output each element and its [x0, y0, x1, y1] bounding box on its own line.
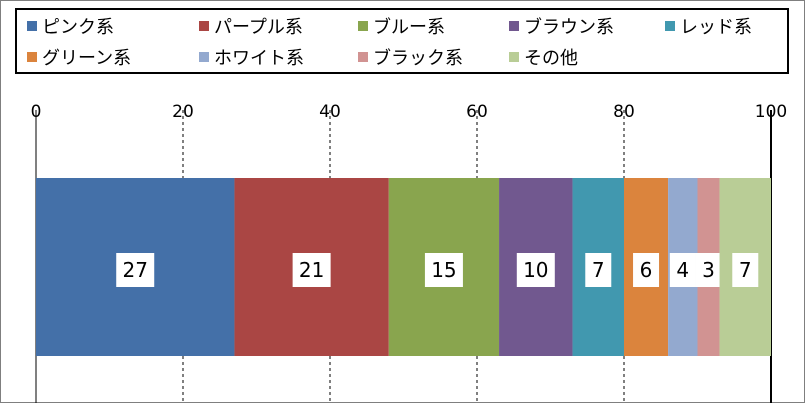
- legend-item-1: ピンク系: [27, 14, 114, 38]
- data-label-9: 7: [739, 258, 752, 282]
- legend-item-3: ブルー系: [358, 14, 445, 38]
- legend-swatch: [27, 21, 37, 31]
- data-label-1: 27: [122, 258, 147, 282]
- legend-item-2: パープル系: [199, 14, 303, 38]
- legend-item-5: レッド系: [665, 14, 752, 38]
- data-label-5: 7: [592, 258, 605, 282]
- legend-swatch: [509, 52, 519, 62]
- legend-swatch: [665, 21, 675, 31]
- legend-label: ホワイト系: [214, 48, 304, 69]
- x-tick-label-20: 20: [172, 102, 194, 122]
- data-label-box-3: [424, 253, 463, 287]
- data-label-7: 4: [676, 258, 689, 282]
- data-label-box-9: [732, 253, 759, 287]
- data-label-box-6: [633, 253, 660, 287]
- data-label-4: 10: [523, 258, 548, 282]
- legend: ピンク系 パープル系 ブルー系 ブラウン系 レッド系グリーン系 ホワイト系 ブラック系 その他: [15, 8, 789, 74]
- data-label-2: 21: [299, 258, 324, 282]
- legend-label: レッド系: [680, 17, 752, 38]
- legend-item-4: ブラウン系: [509, 14, 614, 38]
- data-label-3: 15: [431, 258, 456, 282]
- x-tick-label-40: 40: [319, 102, 341, 122]
- legend-swatch: [358, 52, 368, 62]
- data-label-8: 3: [702, 258, 715, 282]
- legend-swatch: [509, 21, 519, 31]
- x-tick-label-80: 80: [613, 102, 635, 122]
- x-tick-label-60: 60: [466, 102, 488, 122]
- legend-label: ピンク系: [42, 17, 114, 38]
- data-label-box-8: [695, 253, 722, 287]
- data-label-box-5: [585, 253, 612, 287]
- legend-item-6: グリーン系: [27, 45, 131, 69]
- legend-label: その他: [524, 48, 578, 69]
- data-label-box-4: [516, 253, 555, 287]
- legend-label: ブラック系: [373, 48, 463, 69]
- data-label-box-7: [669, 253, 696, 287]
- x-tick-label-0: 0: [31, 102, 42, 122]
- x-tick-label-100: 100: [755, 102, 787, 122]
- data-label-box-1: [116, 253, 155, 287]
- legend-item-8: ブラック系: [358, 45, 463, 69]
- legend-label: グリーン系: [42, 48, 132, 69]
- legend-label: ブルー系: [373, 17, 445, 38]
- legend-item-7: ホワイト系: [199, 45, 304, 69]
- legend-swatch: [199, 52, 209, 62]
- data-label-box-2: [292, 253, 331, 287]
- legend-swatch: [199, 21, 209, 31]
- data-label-6: 6: [640, 258, 653, 282]
- legend-label: ブラウン系: [524, 17, 614, 38]
- legend-swatch: [27, 52, 37, 62]
- legend-item-9: その他: [509, 45, 578, 69]
- legend-label: パープル系: [214, 17, 303, 38]
- legend-swatch: [358, 21, 368, 31]
